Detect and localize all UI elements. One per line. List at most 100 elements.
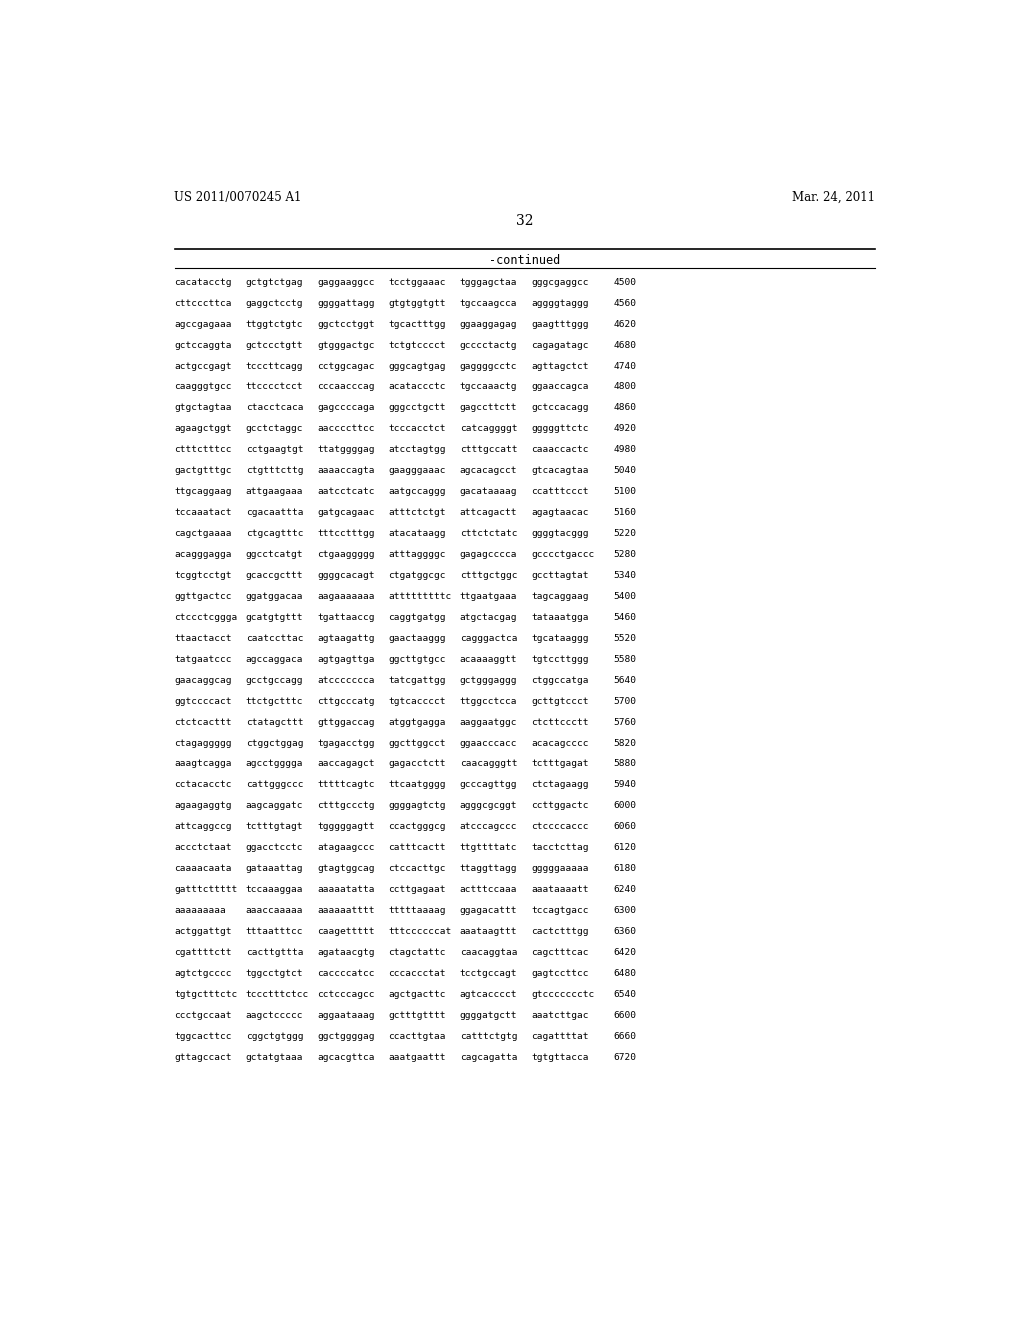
Text: gacataaaag: gacataaaag [460,487,517,496]
Text: ctggccatga: ctggccatga [531,676,589,685]
Text: gtgtggtgtt: gtgtggtgtt [388,298,445,308]
Text: gtccccccctc: gtccccccctc [531,990,594,999]
Text: gcccctactg: gcccctactg [460,341,517,350]
Text: ggcttgtgcc: ggcttgtgcc [388,655,445,664]
Text: cagcagatta: cagcagatta [460,1052,517,1061]
Text: gtcacagtaa: gtcacagtaa [531,466,589,475]
Text: tccaaaggaa: tccaaaggaa [246,886,303,894]
Text: gagtccttcc: gagtccttcc [531,969,589,978]
Text: acaaaaggtt: acaaaaggtt [460,655,517,664]
Text: tcccacctct: tcccacctct [388,424,445,433]
Text: ccacttgtaa: ccacttgtaa [388,1032,445,1040]
Text: aggaataaag: aggaataaag [317,1011,375,1020]
Text: ttgttttatc: ttgttttatc [460,843,517,853]
Text: 6000: 6000 [613,801,636,810]
Text: aagctccccc: aagctccccc [246,1011,303,1020]
Text: tttaatttcc: tttaatttcc [246,927,303,936]
Text: atagaagccc: atagaagccc [317,843,375,853]
Text: cagggactca: cagggactca [460,634,517,643]
Text: cggctgtggg: cggctgtggg [246,1032,303,1040]
Text: 5040: 5040 [613,466,636,475]
Text: 32: 32 [516,214,534,228]
Text: 5340: 5340 [613,572,636,579]
Text: cgattttctt: cgattttctt [174,948,232,957]
Text: acataccctc: acataccctc [388,383,445,392]
Text: tacctcttag: tacctcttag [531,843,589,853]
Text: gctgtctgag: gctgtctgag [246,277,303,286]
Text: ctttgctggc: ctttgctggc [460,572,517,579]
Text: ttcccctcct: ttcccctcct [246,383,303,392]
Text: caatccttac: caatccttac [246,634,303,643]
Text: 5580: 5580 [613,655,636,664]
Text: ctttctttcc: ctttctttcc [174,445,232,454]
Text: catcaggggt: catcaggggt [460,424,517,433]
Text: gcctgccagg: gcctgccagg [246,676,303,685]
Text: tgccaagcca: tgccaagcca [460,298,517,308]
Text: atcctagtgg: atcctagtgg [388,445,445,454]
Text: ccttgagaat: ccttgagaat [388,886,445,894]
Text: ctgtttcttg: ctgtttcttg [246,466,303,475]
Text: cattgggccc: cattgggccc [246,780,303,789]
Text: tatcgattgg: tatcgattgg [388,676,445,685]
Text: cccaccctat: cccaccctat [388,969,445,978]
Text: cagctgaaaa: cagctgaaaa [174,529,232,539]
Text: agttagctct: agttagctct [531,362,589,371]
Text: cagctttcac: cagctttcac [531,948,589,957]
Text: atttttttttc: atttttttttc [388,591,452,601]
Text: atacataagg: atacataagg [388,529,445,539]
Text: cttctctatc: cttctctatc [460,529,517,539]
Text: gggcagtgag: gggcagtgag [388,362,445,371]
Text: cctggcagac: cctggcagac [317,362,375,371]
Text: aaggaatggc: aaggaatggc [460,718,517,726]
Text: attgaagaaa: attgaagaaa [246,487,303,496]
Text: gatttcttttt: gatttcttttt [174,886,238,894]
Text: tgcataaggg: tgcataaggg [531,634,589,643]
Text: ctccccaccc: ctccccaccc [531,822,589,832]
Text: ggtccccact: ggtccccact [174,697,232,706]
Text: aaatgaattt: aaatgaattt [388,1052,445,1061]
Text: agcacagcct: agcacagcct [460,466,517,475]
Text: 5880: 5880 [613,759,636,768]
Text: aaaaaatttt: aaaaaatttt [317,906,375,915]
Text: catttctgtg: catttctgtg [460,1032,517,1040]
Text: 4560: 4560 [613,298,636,308]
Text: agtaagattg: agtaagattg [317,634,375,643]
Text: gaagtttggg: gaagtttggg [531,319,589,329]
Text: gttggaccag: gttggaccag [317,718,375,726]
Text: agccgagaaa: agccgagaaa [174,319,232,329]
Text: atggtgagga: atggtgagga [388,718,445,726]
Text: agtcacccct: agtcacccct [460,990,517,999]
Text: ctctcacttt: ctctcacttt [174,718,232,726]
Text: ctagaggggg: ctagaggggg [174,738,232,747]
Text: ccactgggcg: ccactgggcg [388,822,445,832]
Text: 5460: 5460 [613,612,636,622]
Text: caacaggtaa: caacaggtaa [460,948,517,957]
Text: cctgaagtgt: cctgaagtgt [246,445,303,454]
Text: tgccaaactg: tgccaaactg [460,383,517,392]
Text: ctccacttgc: ctccacttgc [388,865,445,874]
Text: ctgaaggggg: ctgaaggggg [317,550,375,560]
Text: gaagggaaac: gaagggaaac [388,466,445,475]
Text: ggcctcatgt: ggcctcatgt [246,550,303,560]
Text: actttccaaa: actttccaaa [460,886,517,894]
Text: tgtgctttctc: tgtgctttctc [174,990,238,999]
Text: 6600: 6600 [613,1011,636,1020]
Text: agcacgttca: agcacgttca [317,1052,375,1061]
Text: gagccttctt: gagccttctt [460,404,517,412]
Text: ttgcaggaag: ttgcaggaag [174,487,232,496]
Text: cacttgttta: cacttgttta [246,948,303,957]
Text: gaactaaggg: gaactaaggg [388,634,445,643]
Text: 4740: 4740 [613,362,636,371]
Text: gactgtttgc: gactgtttgc [174,466,232,475]
Text: acagggagga: acagggagga [174,550,232,560]
Text: ctatagcttt: ctatagcttt [246,718,303,726]
Text: agggcgcggt: agggcgcggt [460,801,517,810]
Text: 6120: 6120 [613,843,636,853]
Text: tgagacctgg: tgagacctgg [317,738,375,747]
Text: tggcctgtct: tggcctgtct [246,969,303,978]
Text: tatgaatccc: tatgaatccc [174,655,232,664]
Text: 5640: 5640 [613,676,636,685]
Text: atgctacgag: atgctacgag [460,612,517,622]
Text: aggggtaggg: aggggtaggg [531,298,589,308]
Text: gggcgaggcc: gggcgaggcc [531,277,589,286]
